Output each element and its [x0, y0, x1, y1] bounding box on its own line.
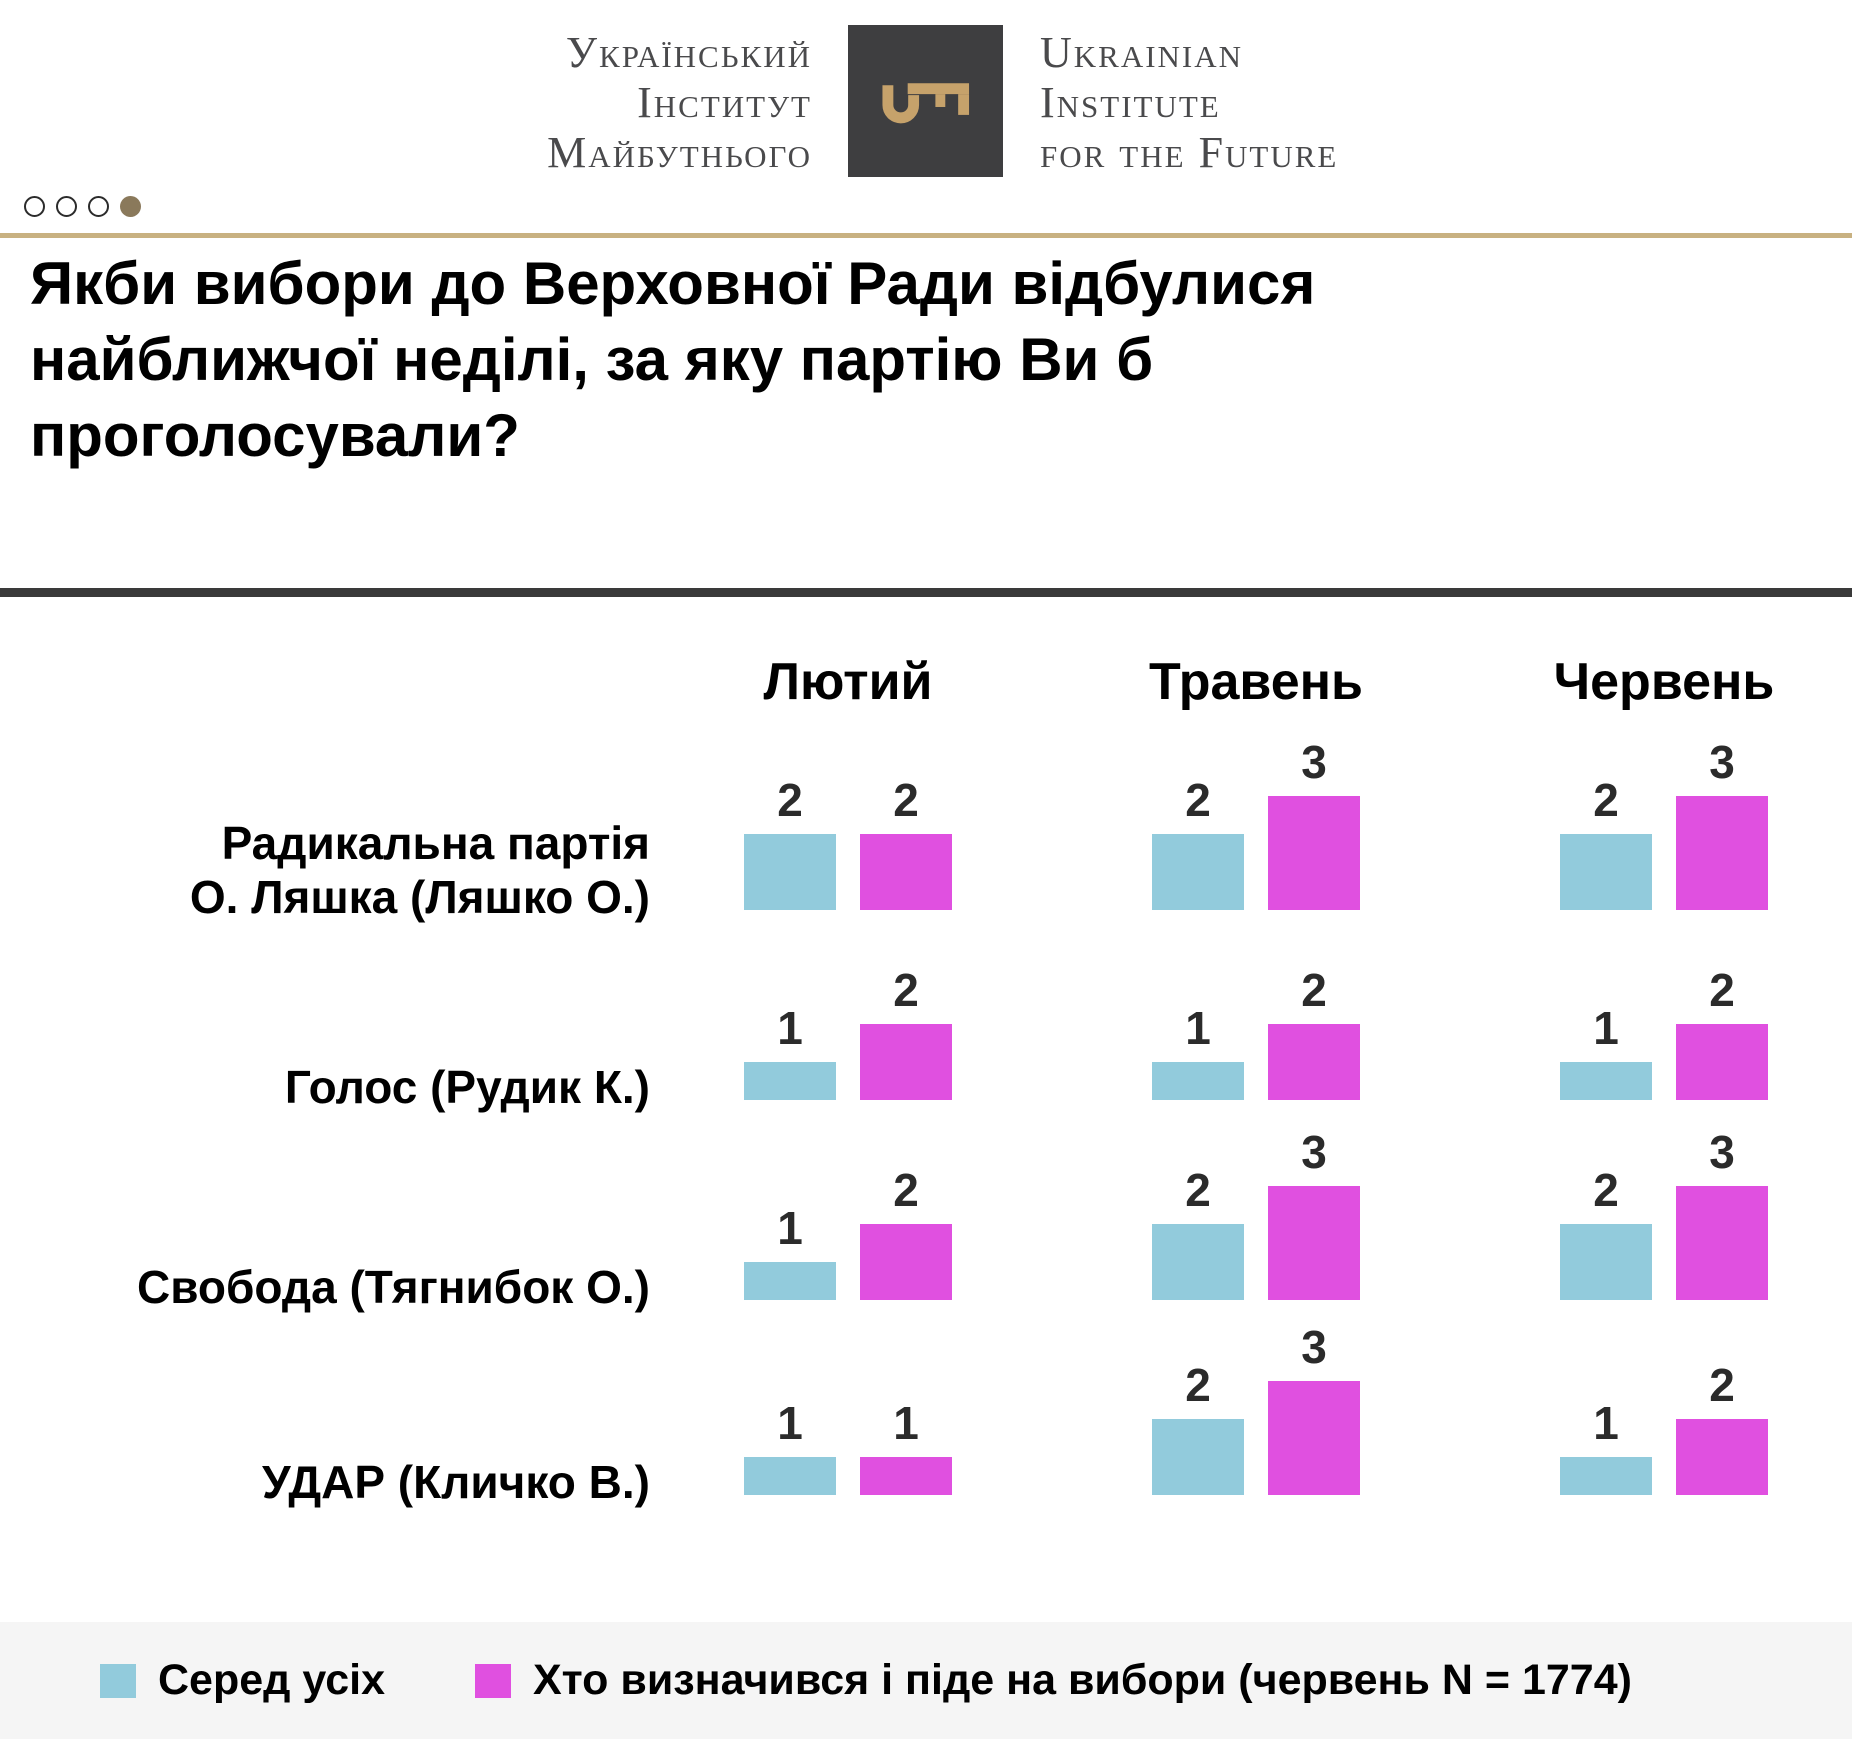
- bar-row4-col1-series1: [744, 1457, 836, 1495]
- logo-uk-line-3: Майбутнього: [547, 128, 812, 177]
- bar-value-row4-col1-series1: 1: [777, 1397, 803, 1449]
- bar-row2-col2-series1: [1152, 1062, 1244, 1100]
- bar-value-row1-col1-series2: 2: [893, 774, 919, 826]
- bar-row2-col3-series1: [1560, 1062, 1652, 1100]
- key-icon: [882, 83, 970, 124]
- bar-row2-col2-series2: [1268, 1024, 1360, 1100]
- bar-row1-col2-series2: [1268, 796, 1360, 910]
- bar-value-row1-col1-series1: 2: [777, 774, 803, 826]
- title-divider: [0, 588, 1852, 597]
- bar-row1-col2-series1: [1152, 834, 1244, 910]
- bar-row4-col1-series2: [860, 1457, 952, 1495]
- legend-label-decided-voters: Хто визначився і піде на вибори (червень…: [533, 1656, 1632, 1704]
- title-line-1: Якби вибори до Верховної Ради відбулися: [30, 250, 1316, 317]
- pagination-dots: [24, 196, 141, 217]
- bar-value-row2-col3-series2: 2: [1709, 964, 1735, 1016]
- bar-value-row3-col1-series1: 1: [777, 1202, 803, 1254]
- bar-value-row2-col3-series1: 1: [1593, 1002, 1619, 1054]
- bar-value-row3-col3-series1: 2: [1593, 1164, 1619, 1216]
- legend-item-decided-voters: Хто визначився і піде на вибори (червень…: [475, 1622, 1632, 1739]
- gold-divider: [0, 233, 1852, 238]
- bar-value-row2-col2-series2: 2: [1301, 964, 1327, 1016]
- bar-row1-col1-series2: [860, 834, 952, 910]
- legend-swatch-among-all: [100, 1663, 136, 1698]
- bar-row4-col3-series1: [1560, 1457, 1652, 1495]
- logo-en-line-3: for the Future: [1040, 128, 1339, 177]
- bar-value-row4-col2-series2: 3: [1301, 1321, 1327, 1373]
- bar-value-row2-col2-series1: 1: [1185, 1002, 1211, 1054]
- logo-en-line-2: Institute: [1040, 78, 1221, 127]
- bar-row2-col1-series2: [860, 1024, 952, 1100]
- title-line-3: проголосували?: [30, 402, 520, 469]
- bar-row1-col1-series1: [744, 834, 836, 910]
- pagination-dot-2[interactable]: [56, 196, 77, 217]
- chart-question-title: Якби вибори до Верховної Ради відбулися …: [30, 246, 1315, 474]
- legend: Серед усіх Хто визначився і піде на вибо…: [0, 1622, 1852, 1739]
- logo-uk-line-2: Інститут: [637, 78, 812, 127]
- bar-value-row4-col3-series2: 2: [1709, 1359, 1735, 1411]
- bar-row3-col3-series1: [1560, 1224, 1652, 1300]
- bar-value-row1-col3-series1: 2: [1593, 774, 1619, 826]
- bar-row3-col1-series2: [860, 1224, 952, 1300]
- bar-row1-col3-series1: [1560, 834, 1652, 910]
- bar-row1-col3-series2: [1676, 796, 1768, 910]
- bar-row4-col2-series2: [1268, 1381, 1360, 1495]
- bar-value-row4-col1-series2: 1: [893, 1397, 919, 1449]
- logo-mark: [848, 25, 1003, 177]
- bar-row3-col1-series1: [744, 1262, 836, 1300]
- row-label-line: Радикальна партія: [221, 817, 650, 869]
- column-header-1: Лютий: [763, 653, 933, 711]
- bar-value-row3-col2-series2: 3: [1301, 1126, 1327, 1178]
- pagination-dot-3[interactable]: [88, 196, 109, 217]
- legend-item-among-all: Серед усіх: [100, 1622, 385, 1739]
- bar-value-row2-col1-series2: 2: [893, 964, 919, 1016]
- bar-row2-col3-series2: [1676, 1024, 1768, 1100]
- bar-value-row1-col3-series2: 3: [1709, 736, 1735, 788]
- bar-value-row3-col2-series1: 2: [1185, 1164, 1211, 1216]
- pagination-dot-4[interactable]: [120, 196, 141, 217]
- logo-text-ukrainian: Український Інститут Майбутнього: [360, 28, 812, 178]
- pagination-dot-1[interactable]: [24, 196, 45, 217]
- row-label-line: Свобода (Тягнибок О.): [137, 1261, 650, 1313]
- bar-value-row2-col1-series1: 1: [777, 1002, 803, 1054]
- row-label-2: Голос (Рудик К.): [285, 1060, 650, 1114]
- row-label-4: УДАР (Кличко В.): [262, 1455, 650, 1509]
- bar-row2-col1-series1: [744, 1062, 836, 1100]
- bar-row3-col3-series2: [1676, 1186, 1768, 1300]
- row-label-1: Радикальна партія О. Ляшка (Ляшко О.): [190, 816, 650, 924]
- bar-row4-col3-series2: [1676, 1419, 1768, 1495]
- bar-value-row3-col3-series2: 3: [1709, 1126, 1735, 1178]
- column-header-3: Червень: [1553, 653, 1775, 711]
- row-label-line: О. Ляшка (Ляшко О.): [189, 871, 650, 923]
- column-header-2: Травень: [1148, 653, 1364, 711]
- bar-value-row1-col2-series2: 3: [1301, 736, 1327, 788]
- row-label-3: Свобода (Тягнибок О.): [137, 1260, 650, 1314]
- logo-en-line-1: Ukrainian: [1040, 28, 1244, 77]
- bar-value-row4-col2-series1: 2: [1185, 1359, 1211, 1411]
- logo-text-english: Ukrainian Institute for the Future: [1040, 28, 1338, 178]
- legend-label-among-all: Серед усіх: [158, 1656, 386, 1704]
- title-line-2: найближчої неділі, за яку партію Ви б: [30, 326, 1154, 393]
- bar-row3-col2-series1: [1152, 1224, 1244, 1300]
- row-label-line: УДАР (Кличко В.): [262, 1456, 650, 1508]
- bar-value-row4-col3-series1: 1: [1593, 1397, 1619, 1449]
- logo-uk-line-1: Український: [565, 28, 812, 77]
- row-label-line: Голос (Рудик К.): [284, 1061, 650, 1113]
- bar-row3-col2-series2: [1268, 1186, 1360, 1300]
- legend-swatch-decided-voters: [475, 1663, 511, 1698]
- bar-value-row1-col2-series1: 2: [1185, 774, 1211, 826]
- bar-row4-col2-series1: [1152, 1419, 1244, 1495]
- bar-value-row3-col1-series2: 2: [893, 1164, 919, 1216]
